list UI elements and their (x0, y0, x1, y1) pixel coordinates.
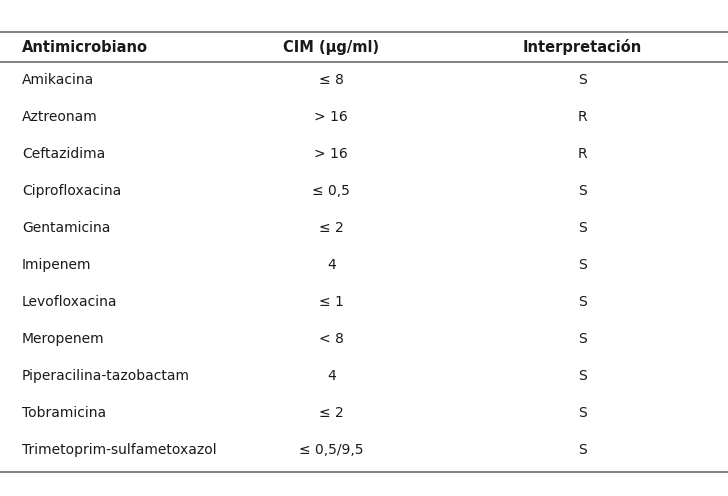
Text: Ceftazidima: Ceftazidima (22, 147, 105, 161)
Text: R: R (577, 110, 587, 124)
Text: CIM (μg/ml): CIM (μg/ml) (283, 40, 379, 55)
Text: S: S (578, 258, 587, 272)
Text: Piperacilina-tazobactam: Piperacilina-tazobactam (22, 369, 190, 383)
Text: Trimetoprim-sulfametoxazol: Trimetoprim-sulfametoxazol (22, 443, 216, 457)
Text: ≤ 0,5/9,5: ≤ 0,5/9,5 (299, 443, 363, 457)
Text: S: S (578, 443, 587, 457)
Text: Aztreonam: Aztreonam (22, 110, 98, 124)
Text: > 16: > 16 (314, 110, 348, 124)
Text: S: S (578, 73, 587, 87)
Text: S: S (578, 295, 587, 309)
Text: S: S (578, 184, 587, 198)
Text: R: R (577, 147, 587, 161)
Text: < 8: < 8 (319, 332, 344, 346)
Text: Meropenem: Meropenem (22, 332, 104, 346)
Text: S: S (578, 221, 587, 235)
Text: S: S (578, 332, 587, 346)
Text: ≤ 2: ≤ 2 (319, 221, 344, 235)
Text: Ciprofloxacina: Ciprofloxacina (22, 184, 121, 198)
Text: Imipenem: Imipenem (22, 258, 91, 272)
Text: 4: 4 (327, 369, 336, 383)
Text: Tobramicina: Tobramicina (22, 406, 106, 420)
Text: Amikacina: Amikacina (22, 73, 94, 87)
Text: Levofloxacina: Levofloxacina (22, 295, 117, 309)
Text: Antimicrobiano: Antimicrobiano (22, 40, 148, 55)
Text: 4: 4 (327, 258, 336, 272)
Text: ≤ 8: ≤ 8 (319, 73, 344, 87)
Text: ≤ 2: ≤ 2 (319, 406, 344, 420)
Text: ≤ 1: ≤ 1 (319, 295, 344, 309)
Text: Gentamicina: Gentamicina (22, 221, 110, 235)
Text: > 16: > 16 (314, 147, 348, 161)
Text: Interpretación: Interpretación (523, 39, 642, 55)
Text: S: S (578, 406, 587, 420)
Text: ≤ 0,5: ≤ 0,5 (312, 184, 350, 198)
Text: S: S (578, 369, 587, 383)
